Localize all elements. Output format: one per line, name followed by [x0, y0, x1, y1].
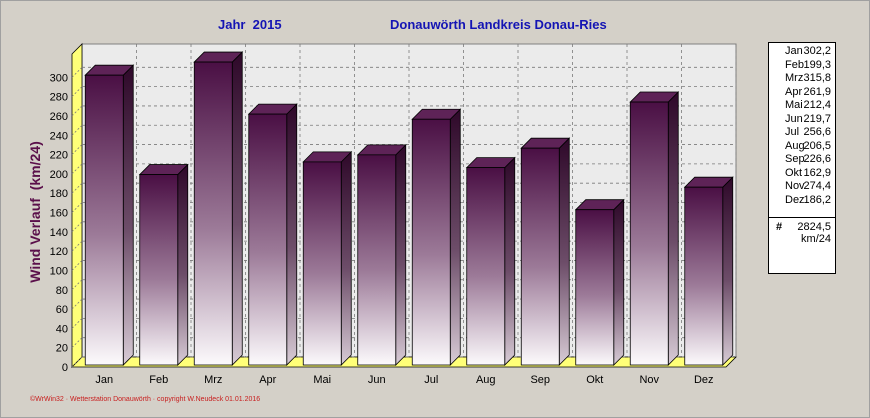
legend-value: 302,2	[803, 45, 831, 57]
y-tick-label: 60	[56, 304, 68, 316]
bar	[193, 61, 233, 366]
y-tick-label: 240	[50, 130, 68, 142]
x-tick-label: Dez	[694, 374, 714, 386]
legend-row: Dez 186,2	[769, 194, 831, 207]
legend-total-symbol: #	[776, 221, 783, 233]
bar-side	[504, 156, 516, 366]
y-tick-label: 80	[56, 285, 68, 297]
legend-row: Jun 219,7	[769, 113, 831, 126]
legend-month: Mrz	[785, 72, 804, 84]
legend-value: 219,7	[803, 112, 831, 125]
legend-month: Mai	[785, 99, 803, 111]
legend-row: Aug 206,5	[769, 140, 831, 153]
legend-total-unit: km/24	[801, 233, 831, 245]
y-tick-label: 300	[50, 72, 68, 84]
bar-side	[231, 51, 243, 366]
legend-month: Jul	[785, 126, 800, 138]
bar	[629, 101, 669, 366]
bar	[411, 118, 451, 366]
bar-side	[395, 143, 407, 366]
x-tick-label: Mrz	[204, 374, 222, 386]
legend-month: Feb	[785, 58, 804, 71]
y-tick-label: 100	[50, 265, 68, 277]
x-tick-label: Okt	[586, 374, 603, 386]
y-tick-label: 0	[62, 362, 68, 374]
legend-value: 256,6	[803, 126, 831, 138]
legend-value: 186,2	[803, 193, 831, 206]
x-tick-label: Jan	[95, 374, 113, 386]
legend-row: Mrz 315,8	[769, 72, 831, 85]
legend-row: Jul 256,6	[769, 126, 831, 139]
chart-title: Donauwörth Landkreis Donau-Ries	[390, 17, 607, 32]
legend-row: Jan 302,2	[769, 45, 831, 58]
legend-month: Jan	[785, 45, 803, 57]
legend-month: Apr	[785, 85, 803, 98]
y-tick-label: 40	[56, 323, 68, 335]
y-tick-label: 200	[50, 169, 68, 181]
bar	[357, 154, 397, 366]
legend-value: 162,9	[803, 166, 831, 179]
legend-row: Nov 274,4	[769, 180, 831, 193]
legend-month: Aug	[785, 139, 805, 152]
legend-value: 212,4	[803, 99, 831, 111]
copyright-footer: ©WrWin32 · Wetterstation Donauwörth · co…	[30, 396, 261, 403]
legend-value: 274,4	[803, 180, 831, 192]
bar-side	[177, 163, 189, 366]
x-tick-label: Jul	[424, 374, 438, 386]
plot-left-wall	[71, 43, 83, 368]
legend-row: Apr 261,9	[769, 86, 831, 99]
x-tick-label: Apr	[259, 374, 276, 386]
bar-side	[722, 176, 734, 366]
x-tick-label: Sep	[530, 374, 550, 386]
legend-row: Mai 212,4	[769, 99, 831, 112]
legend-row: Sep 226,6	[769, 153, 831, 166]
bar	[84, 74, 124, 366]
bar-side	[667, 91, 679, 366]
bar-side	[449, 108, 461, 366]
bar	[575, 209, 615, 366]
x-tick-label: Aug	[476, 374, 496, 386]
legend-month: Nov	[785, 180, 805, 192]
legend-row: Okt 162,9	[769, 167, 831, 180]
bar	[302, 161, 342, 366]
legend-value: 315,8	[803, 72, 831, 84]
legend-row: Feb 199,3	[769, 59, 831, 72]
legend-total-value: 2824,5	[797, 221, 831, 233]
bar	[520, 147, 560, 366]
y-tick-label: 220	[50, 150, 68, 162]
bar	[466, 167, 506, 366]
bar-side	[613, 198, 625, 366]
x-tick-label: Jun	[368, 374, 386, 386]
bar-side	[340, 150, 352, 366]
y-tick-label: 160	[50, 208, 68, 220]
legend-value: 226,6	[803, 153, 831, 165]
bar-side	[286, 103, 298, 366]
legend-month: Jun	[785, 112, 803, 125]
y-tick-label: 280	[50, 92, 68, 104]
y-tick-label: 180	[50, 188, 68, 200]
legend-value: 261,9	[803, 85, 831, 98]
x-tick-label: Nov	[639, 374, 659, 386]
y-axis-label: Wind Verlauf (km/24)	[27, 141, 43, 283]
legend-month: Sep	[785, 153, 805, 165]
bar-side	[558, 137, 570, 366]
chart-subtitle: Jahr 2015	[218, 17, 282, 32]
legend-month: Okt	[785, 166, 803, 179]
y-tick-label: 120	[50, 246, 68, 258]
bar	[248, 113, 288, 366]
bar-side	[122, 64, 134, 366]
legend-divider	[769, 217, 835, 218]
y-tick-label: 20	[56, 343, 68, 355]
y-tick-label: 140	[50, 227, 68, 239]
legend-value: 199,3	[803, 58, 831, 71]
legend-box: Jan 302,2 Feb 199,3 Mrz 315,8 Apr 261,9 Mai 212,4…	[768, 42, 836, 274]
bar	[139, 174, 179, 366]
y-tick-label: 260	[50, 111, 68, 123]
x-tick-label: Mai	[313, 374, 331, 386]
x-tick-label: Feb	[149, 374, 168, 386]
legend-month: Dez	[785, 193, 805, 206]
legend-value: 206,5	[803, 139, 831, 152]
bar	[684, 186, 724, 366]
